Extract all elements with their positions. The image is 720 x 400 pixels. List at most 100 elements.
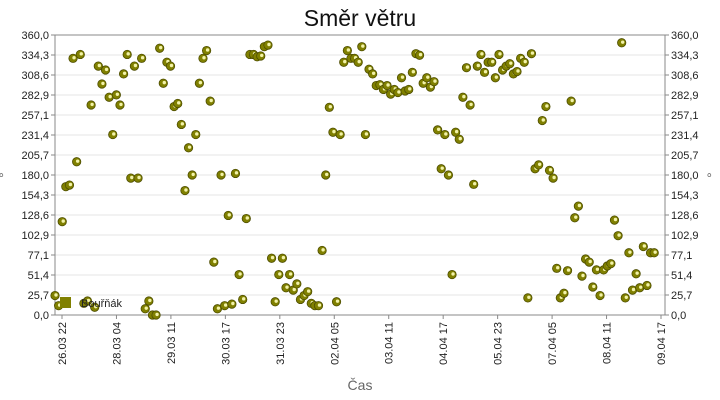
data-point <box>324 102 334 112</box>
legend: Bouřňák <box>60 297 122 310</box>
data-point <box>335 129 345 140</box>
data-point <box>303 287 313 297</box>
data-point <box>461 63 472 73</box>
data-point <box>82 296 93 306</box>
x-tick-label: 07.04 05 <box>547 322 559 365</box>
data-point <box>90 302 100 312</box>
data-point <box>577 271 587 281</box>
data-point <box>559 288 569 298</box>
chart-title: Směr větru <box>304 5 416 31</box>
data-point <box>50 290 60 301</box>
y-tick-label-right: 180,0 <box>671 170 699 182</box>
data-point <box>573 201 583 211</box>
data-point <box>635 283 645 293</box>
data-point <box>552 263 562 273</box>
data-point <box>649 248 659 258</box>
data-point <box>64 180 75 190</box>
y-axis-left-ticks: 0,0 25,7 51,4 77,1 102,9 128,6 154,3 180,0 205,7… <box>21 30 55 322</box>
y-tick-label-right: 128,6 <box>671 210 699 222</box>
data-point <box>566 96 576 106</box>
data-point <box>313 301 324 311</box>
data-point <box>97 79 107 89</box>
data-point <box>270 297 280 307</box>
data-point <box>642 280 652 291</box>
data-point <box>122 49 132 60</box>
data-point <box>584 257 594 267</box>
data-point <box>541 101 551 112</box>
data-point <box>194 78 204 88</box>
data-point <box>440 129 450 140</box>
data-point <box>155 43 165 53</box>
y-tick-label: 257,1 <box>21 110 49 122</box>
x-tick-label: 26.03 22 <box>57 322 69 365</box>
data-point <box>137 53 147 63</box>
data-point <box>490 73 500 83</box>
data-point <box>436 164 446 174</box>
data-point <box>595 290 605 301</box>
legend-label: Bouřňák <box>81 298 122 310</box>
data-point <box>393 87 403 98</box>
y-tick-label: 205,7 <box>21 150 49 162</box>
data-point <box>505 59 515 69</box>
data-point <box>133 173 143 183</box>
y-tick-label: 154,3 <box>21 190 49 202</box>
data-point <box>331 297 342 307</box>
data-point <box>256 51 266 61</box>
data-point <box>342 45 352 56</box>
y-axis-title-right: ° <box>704 172 720 178</box>
data-point <box>638 241 648 252</box>
data-point <box>487 57 497 67</box>
y-tick-label: 102,9 <box>21 230 49 242</box>
x-tick-label: 09.04 17 <box>656 322 668 365</box>
x-axis-ticks: 26.03 22 28.03 04 29.03 11 30.03 17 31.03 23… <box>57 315 668 365</box>
y-tick-label: 25,7 <box>28 290 49 302</box>
data-point <box>534 160 544 170</box>
data-point <box>201 45 212 56</box>
y-tick-label-right: 102,9 <box>671 230 699 242</box>
data-point <box>285 269 295 280</box>
x-axis-title: Čas <box>348 377 373 393</box>
y-tick-label-right: 282,9 <box>671 90 699 102</box>
data-point <box>526 49 537 59</box>
data-points <box>50 38 659 320</box>
y-tick-label-right: 257,1 <box>671 110 699 122</box>
data-point <box>227 299 237 309</box>
data-point <box>617 38 627 48</box>
y-tick-label-right: 360,0 <box>671 30 699 42</box>
data-point <box>111 90 121 100</box>
data-point <box>220 301 230 311</box>
data-point <box>429 77 439 87</box>
data-point <box>176 119 186 130</box>
x-tick-label: 02.04 05 <box>329 322 341 365</box>
data-point <box>140 304 150 314</box>
data-point <box>100 65 111 75</box>
data-point <box>606 259 616 269</box>
data-point <box>241 213 251 224</box>
data-point <box>548 173 558 183</box>
data-point <box>588 282 598 292</box>
data-point <box>57 217 67 227</box>
data-point <box>613 231 623 241</box>
data-point <box>624 248 634 258</box>
data-point <box>422 73 432 83</box>
data-point <box>151 310 161 320</box>
y-tick-label: 51,4 <box>28 270 49 282</box>
data-point <box>494 49 504 60</box>
data-point <box>144 296 154 306</box>
data-point <box>447 269 457 280</box>
data-point <box>198 53 208 63</box>
y-tick-label-right: 205,7 <box>671 150 699 162</box>
data-point <box>407 67 417 77</box>
data-point <box>368 69 378 79</box>
data-point <box>476 49 486 60</box>
y-axis-title: ° <box>0 172 12 178</box>
data-point <box>404 84 414 95</box>
data-point <box>183 143 194 153</box>
data-point <box>360 129 371 140</box>
data-point <box>165 61 176 71</box>
data-point <box>469 179 479 189</box>
data-point <box>266 253 277 263</box>
data-point <box>458 92 468 102</box>
data-point <box>591 265 602 275</box>
data-point <box>609 215 620 225</box>
